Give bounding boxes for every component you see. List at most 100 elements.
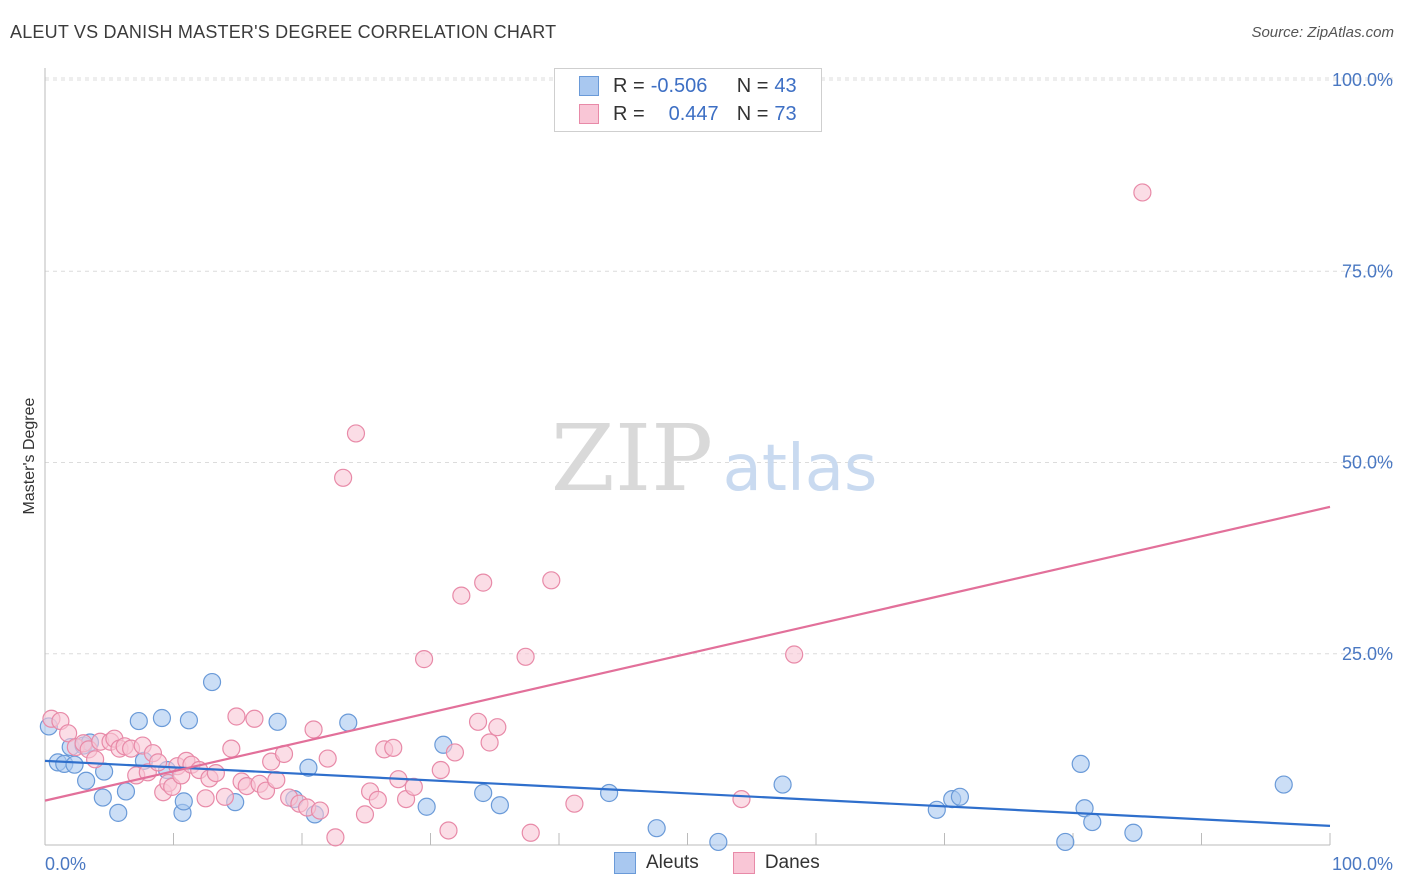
aleuts-point <box>77 771 96 790</box>
aleuts-point <box>1083 812 1102 832</box>
danes-point <box>245 709 264 728</box>
aleuts-point <box>709 832 728 852</box>
aleuts-point <box>116 782 136 801</box>
danes-point <box>565 794 584 813</box>
danes-point <box>732 789 751 809</box>
danes-legend-swatch <box>732 852 755 874</box>
data-points <box>39 183 1293 852</box>
y-tick-label: 100.0% <box>1332 70 1393 90</box>
aleuts-point <box>93 788 112 807</box>
aleuts-point <box>268 712 287 731</box>
x-tick-label: 100.0% <box>1332 854 1393 874</box>
danes-point <box>368 790 387 809</box>
aleuts-point <box>950 787 970 806</box>
legend-r-value: -0.506 <box>650 74 708 97</box>
series-legend: Aleuts Danes <box>614 852 854 874</box>
aleuts-swatch <box>579 76 599 96</box>
danes-point <box>439 821 458 840</box>
legend-item-aleuts: Aleuts <box>614 852 699 874</box>
trend-lines <box>44 505 1331 827</box>
legend-n-label: N = <box>736 74 769 97</box>
aleuts-point <box>202 672 222 692</box>
chart-title: ALEUT VS DANISH MASTER'S DEGREE CORRELAT… <box>10 22 557 42</box>
danes-point <box>334 468 353 487</box>
danes-point <box>326 828 345 847</box>
aleuts-legend-label: Aleuts <box>646 852 699 873</box>
danes-point <box>474 573 493 592</box>
y-tick-label: 25.0% <box>1342 644 1393 664</box>
grid-lines <box>45 77 1394 655</box>
danes-point <box>346 424 366 443</box>
danes-swatch <box>579 104 599 124</box>
danes-point <box>521 823 540 842</box>
legend-n-value: 73 <box>774 102 797 125</box>
aleuts-trend-line <box>44 759 1331 827</box>
aleuts-point <box>109 803 128 822</box>
danes-point <box>355 805 375 824</box>
aleuts-point <box>490 796 509 815</box>
danes-point <box>215 787 234 806</box>
danes-point <box>516 647 535 666</box>
aleuts-point <box>1124 823 1143 842</box>
danes-point <box>310 801 330 820</box>
watermark: ZIP atlas <box>551 405 877 512</box>
stats-legend: R = -0.506 N = 43 R = 0.447 N = 73 <box>554 68 822 132</box>
danes-point <box>1133 183 1152 202</box>
aleuts-point <box>174 792 193 811</box>
aleuts-point <box>299 758 318 777</box>
axes <box>44 68 1331 846</box>
y-tick-label: 75.0% <box>1342 261 1393 281</box>
aleuts-point <box>129 711 148 731</box>
danes-point <box>414 650 434 669</box>
danes-point <box>480 733 499 752</box>
danes-point <box>445 743 465 762</box>
legend-r-label: R = <box>613 74 645 97</box>
aleuts-point <box>647 819 666 838</box>
danes-point <box>542 571 561 590</box>
legend-n-label: N = <box>736 102 769 125</box>
watermark-zip: ZIP <box>551 405 713 512</box>
danes-point <box>267 770 286 790</box>
danes-point <box>384 738 403 757</box>
danes-trend-line <box>44 505 1331 802</box>
danes-point <box>404 777 423 796</box>
aleuts-point <box>1071 754 1090 774</box>
danes-point <box>318 749 337 768</box>
danes-point <box>59 724 78 743</box>
legend-r-value: 0.447 <box>668 102 719 125</box>
aleuts-point <box>927 800 946 819</box>
y-axis-label: Master's Degree <box>21 397 38 514</box>
danes-legend-label: Danes <box>764 852 820 873</box>
legend-item-danes: Danes <box>732 852 820 874</box>
danes-point <box>431 760 450 780</box>
aleuts-point <box>65 755 84 774</box>
legend-row-danes: R = 0.447 N = 73 <box>579 101 797 127</box>
danes-point <box>86 750 105 769</box>
danes-point <box>452 586 471 605</box>
aleuts-point <box>1056 832 1075 852</box>
danes-point <box>468 712 488 731</box>
danes-point <box>148 753 168 772</box>
legend-n-value: 43 <box>774 74 797 97</box>
aleuts-point <box>179 711 199 730</box>
chart-source: Source: ZipAtlas.com <box>1251 24 1394 41</box>
danes-point <box>785 645 804 664</box>
aleuts-point <box>152 708 172 728</box>
danes-point <box>488 718 507 737</box>
aleuts-point <box>339 713 358 732</box>
aleuts-point <box>600 783 619 803</box>
danes-point <box>196 789 215 808</box>
aleuts-legend-swatch <box>614 852 636 874</box>
danes-point <box>222 739 241 758</box>
danes-point <box>206 763 226 783</box>
danes-point <box>304 720 323 739</box>
aleuts-point <box>773 775 792 794</box>
legend-row-aleuts: R = -0.506 N = 43 <box>579 73 797 99</box>
axis-labels: 25.0% 50.0% 75.0% 100.0% 0.0% 100.0% Master's … <box>21 70 1393 874</box>
x-tick-label: 0.0% <box>45 854 86 874</box>
y-tick-label: 50.0% <box>1342 453 1393 473</box>
aleuts-point <box>474 783 493 803</box>
danes-point <box>227 707 246 726</box>
watermark-atlas: atlas <box>723 432 878 506</box>
